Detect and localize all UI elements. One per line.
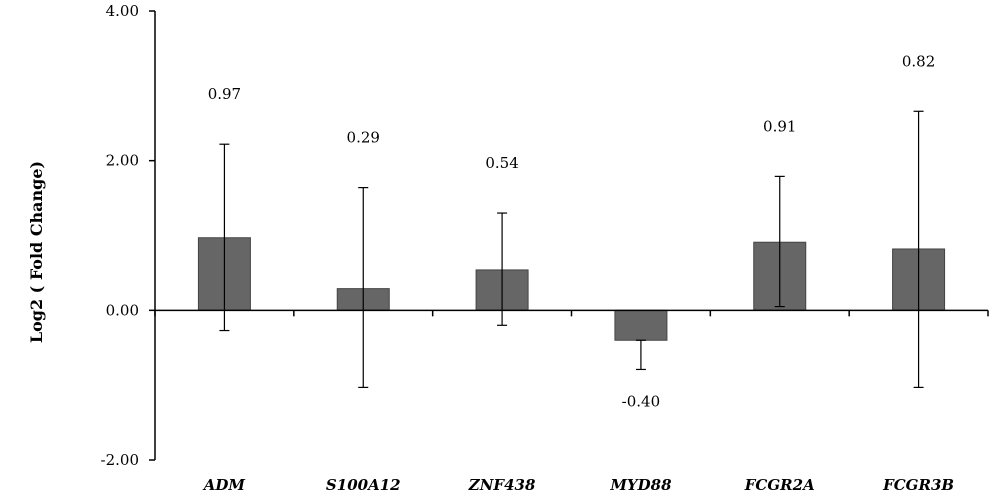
y-tick-label: 4.00 (106, 2, 139, 20)
y-axis-title: Log2 ( Fold Change) (27, 161, 46, 343)
data-label: -0.40 (622, 392, 660, 410)
x-tick-label: S100A12 (326, 476, 401, 494)
y-axis: 4.00 2.00 0.00 -2.00 (101, 2, 156, 469)
y-tick-label: 2.00 (106, 152, 139, 170)
data-label: 0.54 (485, 154, 518, 172)
bars (197, 237, 946, 341)
x-tick-label: ZNF438 (468, 476, 536, 494)
error-bars (219, 110, 924, 389)
x-tick-label: FCGR2A (744, 476, 815, 494)
x-tick-label: MYD88 (609, 476, 672, 494)
x-tick-label: ADM (202, 476, 246, 494)
data-label: 0.97 (208, 85, 241, 103)
data-label: 0.29 (347, 129, 380, 147)
data-labels: 0.97 0.29 0.54 -0.40 0.91 0.82 (208, 52, 936, 410)
data-label: 0.82 (902, 52, 935, 70)
x-tick-label: FCGR3B (882, 476, 954, 494)
bar-myd88 (614, 309, 668, 341)
data-label: 0.91 (763, 117, 796, 135)
x-axis: ADM S100A12 ZNF438 MYD88 FCGR2A FCGR3B (154, 309, 989, 494)
y-tick-label: 0.00 (106, 301, 139, 319)
y-tick-label: -2.00 (101, 451, 139, 469)
